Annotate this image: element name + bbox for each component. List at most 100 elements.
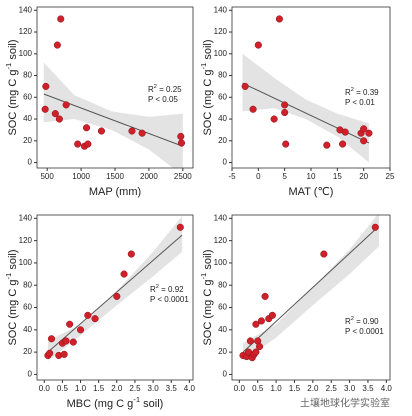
- x-tick-label: 2000: [140, 172, 158, 181]
- confidence-band: [43, 62, 183, 168]
- x-tick-label: 20: [359, 172, 368, 181]
- annotation-part: 2: [154, 84, 157, 90]
- y-axis-label-part: soil): [7, 249, 19, 272]
- confidence-band: [242, 53, 369, 163]
- y-tick-label: 80: [218, 71, 227, 80]
- y-tick-label: 60: [218, 303, 227, 312]
- data-point: [320, 250, 328, 258]
- y-axis-label-part: -1: [199, 63, 208, 70]
- data-point: [97, 127, 105, 135]
- annotation-part: = 0.90: [354, 317, 379, 326]
- annotation-part: R: [345, 88, 351, 97]
- data-point: [177, 139, 186, 147]
- x-tick-label: 2500: [174, 172, 192, 181]
- confidence-band: [47, 216, 183, 362]
- x-axis-label-part: MBC (mg C g: [67, 398, 134, 410]
- y-tick-label: 140: [19, 213, 33, 222]
- x-tick-label: 0.0: [39, 384, 51, 393]
- x-tick-label: 0: [256, 172, 261, 181]
- y-axis-label: SOC (mg C g-1 soil): [199, 249, 214, 345]
- y-tick-label: 20: [218, 136, 227, 145]
- data-point: [246, 337, 254, 345]
- x-tick-label: 0.5: [252, 384, 264, 393]
- x-tick-label: -5: [228, 172, 236, 181]
- x-tick-label: 1.5: [93, 384, 105, 393]
- annotation-part: = 0.92: [159, 285, 184, 294]
- x-tick-label: 3.0: [148, 384, 160, 393]
- annotation: P < 0.0001: [345, 327, 384, 336]
- data-point: [252, 320, 260, 328]
- data-point: [42, 82, 50, 90]
- y-axis-label: SOC (mg C g-1 soil): [4, 39, 19, 135]
- x-tick-label: 1.5: [289, 384, 301, 393]
- x-axis-label: MAP (mm): [89, 186, 141, 198]
- y-tick-label: 120: [19, 236, 33, 245]
- y-tick-label: 0: [28, 370, 33, 379]
- annotation-part: = 0.39: [354, 88, 379, 97]
- data-point: [138, 129, 146, 137]
- annotation: P < 0.01: [345, 98, 375, 107]
- x-tick-label: 1000: [72, 172, 90, 181]
- x-tick-label: 1500: [106, 172, 124, 181]
- annotation-part: 2: [351, 316, 354, 322]
- y-tick-label: 100: [214, 258, 228, 267]
- data-point: [62, 337, 70, 345]
- y-axis-label-part: -1: [199, 273, 208, 280]
- data-point: [84, 140, 92, 148]
- data-point: [176, 223, 184, 231]
- y-tick-label: 40: [23, 114, 32, 123]
- fit-line: [242, 229, 376, 353]
- data-point: [281, 101, 289, 109]
- data-point: [177, 132, 185, 141]
- y-tick-label: 40: [218, 325, 227, 334]
- y-tick-label: 20: [218, 347, 227, 356]
- data-point: [62, 101, 70, 109]
- x-tick-label: 500: [40, 172, 54, 181]
- data-point: [46, 349, 54, 357]
- x-tick-label: 15: [333, 172, 342, 181]
- data-point: [55, 115, 63, 123]
- x-tick-label: 2.0: [307, 384, 319, 393]
- annotation: R2 = 0.92: [150, 284, 184, 294]
- data-point: [275, 15, 283, 23]
- annotation-part: R: [150, 285, 156, 294]
- y-tick-label: 0: [223, 158, 228, 167]
- y-tick-label: 80: [23, 71, 32, 80]
- y-tick-label: 100: [19, 258, 33, 267]
- y-tick-label: 80: [218, 280, 227, 289]
- y-tick-label: 140: [19, 5, 33, 14]
- data-point: [282, 140, 290, 148]
- x-tick-label: 0.5: [57, 384, 69, 393]
- x-tick-label: 2.5: [129, 384, 141, 393]
- y-tick-label: 40: [23, 325, 32, 334]
- x-tick-label: 3.0: [344, 384, 356, 393]
- x-tick-label: 3.5: [166, 384, 178, 393]
- annotation: R2 = 0.39: [345, 87, 379, 97]
- data-point: [60, 350, 68, 358]
- y-axis-label-part: soil): [202, 39, 214, 62]
- data-point: [84, 311, 92, 319]
- x-tick-label: 1.0: [75, 384, 87, 393]
- y-axis-label: SOC (mg C g-1 soil): [199, 39, 214, 135]
- y-axis-label-part: soil): [202, 249, 214, 272]
- annotation: R2 = 0.90: [345, 316, 379, 326]
- annotation: R2 = 0.25: [148, 84, 182, 94]
- annotation: P < 0.05: [148, 95, 178, 104]
- data-point: [82, 124, 91, 132]
- x-tick-label: 4.0: [184, 384, 196, 393]
- watermark: 土壤地球化学实验室: [300, 397, 390, 410]
- annotation-part: 2: [351, 87, 354, 93]
- y-axis-label-part: -1: [4, 273, 13, 280]
- data-point: [257, 317, 265, 325]
- y-tick-label: 60: [23, 303, 32, 312]
- y-tick-label: 120: [214, 27, 228, 36]
- annotation-part: R: [148, 85, 154, 94]
- y-axis-label: SOC (mg C g-1 soil): [4, 249, 19, 345]
- data-point: [91, 315, 99, 323]
- x-axis-label-part: soil): [140, 398, 163, 410]
- x-tick-label: 2.0: [111, 384, 123, 393]
- plot-frame: [36, 214, 194, 381]
- data-point: [365, 129, 373, 137]
- data-point: [66, 320, 74, 328]
